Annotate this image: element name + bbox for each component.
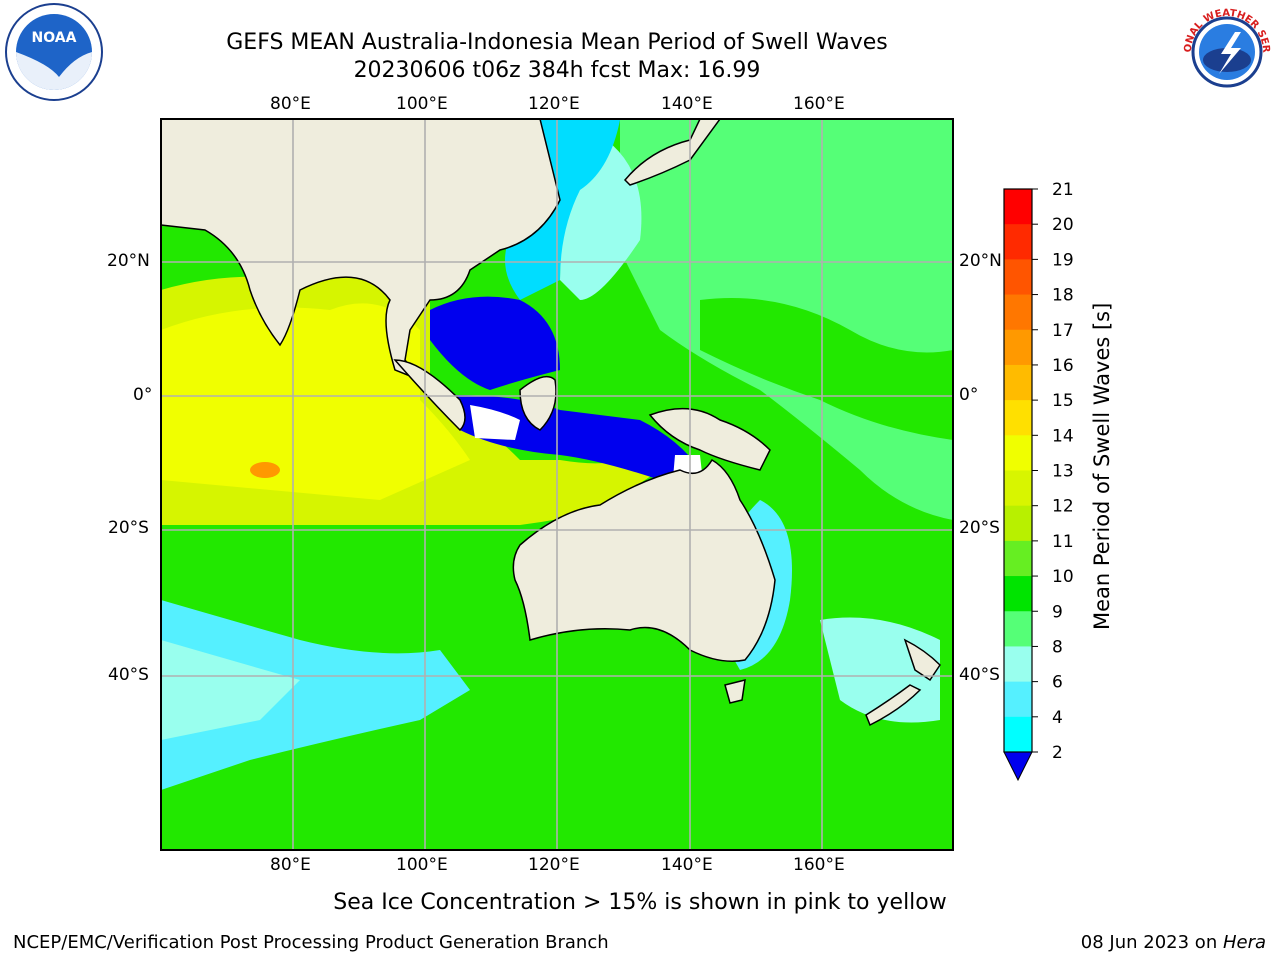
colorbar-segment: [1004, 329, 1032, 366]
colorbar-segment: [1004, 435, 1032, 471]
lat-tick-right-0: 0°: [959, 385, 979, 405]
colorbar-segment: [1004, 224, 1032, 260]
footer-date: 08 Jun 2023 on Hera: [1081, 932, 1266, 953]
colorbar-label: Mean Period of Swell Waves [s]: [1090, 302, 1114, 630]
nz-south-island: [865, 684, 922, 727]
tasmania-landmass: [724, 678, 746, 704]
southern-ocean-zone-light: [161, 640, 300, 740]
colorbar-tick-label: 12: [1052, 497, 1074, 517]
colorbar-segment: [1004, 576, 1032, 612]
lon-tick-bottom-160e: 160°E: [793, 855, 845, 875]
lon-tick-bottom-80e: 80°E: [270, 855, 311, 875]
lon-tick-bottom-100e: 100°E: [396, 855, 448, 875]
colorbar-tick-label: 21: [1052, 180, 1074, 200]
lat-tick-left-20n: 20°N: [107, 251, 150, 271]
lat-tick-right-20n: 20°N: [959, 251, 1002, 271]
map-title: GEFS MEAN Australia-Indonesia Mean Perio…: [226, 30, 888, 55]
colorbar-tick-label: 10: [1052, 567, 1074, 587]
colorbar-tick-label: 9: [1052, 602, 1063, 622]
colorbar-tick-label: 19: [1052, 250, 1074, 270]
colorbar-tick-label: 2: [1052, 743, 1063, 763]
svg-text:NOAA: NOAA: [32, 30, 77, 46]
footer-date-text: 08 Jun 2023 on: [1080, 932, 1223, 953]
lon-tick-bottom-140e: 140°E: [661, 855, 713, 875]
colorbar-tick-label: 16: [1052, 356, 1074, 376]
lat-tick-right-20s: 20°S: [959, 518, 1000, 538]
lat-tick-left-0: 0°: [133, 385, 153, 405]
colorbar-segment: [1004, 189, 1032, 225]
lat-tick-right-40s: 40°S: [959, 665, 1000, 685]
lat-tick-left-40s: 40°S: [108, 665, 149, 685]
colorbar-segment: [1004, 470, 1032, 507]
colorbar-tick-label: 20: [1052, 215, 1074, 235]
colorbar-tick-label: 8: [1052, 637, 1063, 657]
southern-ocean-zone: [161, 600, 470, 790]
colorbar-segment: [1004, 259, 1032, 296]
java-sea-white: [470, 405, 520, 440]
japan-landmass: [623, 119, 721, 186]
pacific-zone-11: [700, 298, 953, 440]
colorbar-segment: [1004, 505, 1032, 542]
colorbar-segment: [1004, 611, 1032, 647]
graticule: [161, 119, 953, 850]
colorbar-segment: [1004, 681, 1032, 718]
colorbar-tick-label: 17: [1052, 321, 1074, 341]
colorbar-extend-arrow: [1003, 751, 1033, 782]
lon-tick-top-100e: 100°E: [396, 94, 448, 114]
map-frame: [160, 118, 954, 851]
lon-tick-bottom-120e: 120°E: [528, 855, 580, 875]
asia-landmass: [161, 119, 561, 382]
lon-tick-top-140e: 140°E: [661, 94, 713, 114]
lat-tick-left-20s: 20°S: [108, 518, 149, 538]
footer-credit: NCEP/EMC/Verification Post Processing Pr…: [13, 932, 609, 953]
map-subtitle: 20230606 t06z 384h fcst Max: 16.99: [353, 58, 761, 83]
colorbar-tick-label: 18: [1052, 286, 1074, 306]
ocean-period-zone-17: [250, 462, 280, 478]
sea-ice-note: Sea Ice Concentration > 15% is shown in …: [333, 890, 947, 915]
lon-tick-top-120e: 120°E: [528, 94, 580, 114]
borneo-landmass: [519, 375, 557, 431]
footer-machine: Hera: [1222, 932, 1266, 953]
colorbar-tick-label: 13: [1052, 462, 1074, 482]
noaa-logo: NOAA: [5, 3, 103, 101]
colorbar-segment: [1004, 646, 1032, 683]
colorbar-tick-label: 15: [1052, 391, 1074, 411]
colorbar-segment: [1004, 294, 1032, 331]
colorbar-segment: [1004, 400, 1032, 436]
australia-landmass: [512, 458, 776, 662]
colorbar: 21 20 19 18 17 16 15 14 13 12 11 10 9 8 6 4 2: [1003, 180, 1074, 782]
nws-logo: NATIONAL WEATHER SERVICE: [1176, 2, 1275, 100]
lon-tick-top-80e: 80°E: [270, 94, 311, 114]
colorbar-tick-label: 4: [1052, 708, 1063, 728]
lon-tick-top-160e: 160°E: [793, 94, 845, 114]
nz-north-island: [903, 638, 941, 682]
colorbar-segment: [1004, 540, 1032, 577]
new-guinea-landmass: [648, 407, 771, 471]
colorbar-segment: [1004, 716, 1032, 753]
colorbar-tick-label: 6: [1052, 673, 1063, 693]
south-china-sea-zone: [430, 296, 560, 390]
east-china-sea-zone: [505, 120, 620, 300]
colorbar-segment: [1004, 364, 1032, 401]
colorbar-tick-label: 14: [1052, 426, 1074, 446]
colorbar-tick-label: 11: [1052, 532, 1074, 552]
